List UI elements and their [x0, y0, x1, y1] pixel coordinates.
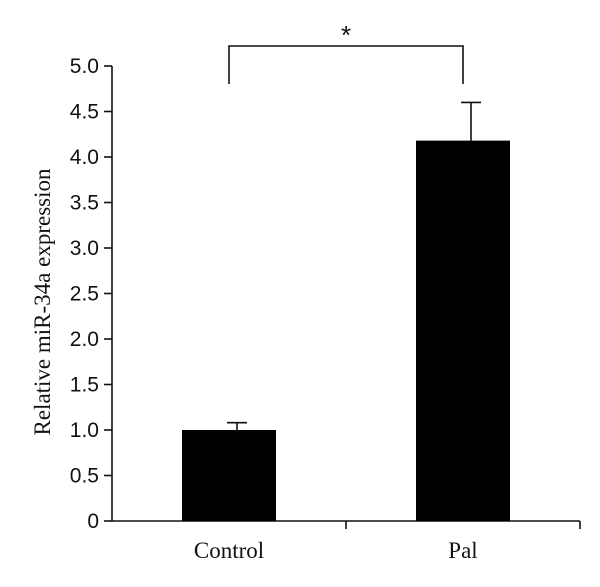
y-tick-label: 0	[87, 510, 99, 533]
y-tick-label: 4.0	[70, 146, 99, 169]
bracket-line	[228, 45, 464, 84]
x-tick-label: Control	[194, 538, 264, 563]
x-tick-labels: Control Pal	[194, 538, 478, 563]
y-tick-label: 2.0	[70, 328, 99, 351]
y-tick-label: 1.5	[70, 374, 99, 397]
significance-asterisk: *	[341, 20, 351, 50]
y-tick-label: 2.5	[70, 283, 99, 306]
y-ticks: 0 0.5 1.0 1.5 2.0 2.5 3.0 3.5 4.0 4.5 5.0	[70, 55, 112, 533]
significance-bracket: *	[228, 20, 464, 84]
y-tick-label: 5.0	[70, 55, 99, 78]
y-tick-label: 3.5	[70, 192, 99, 215]
bars	[182, 101, 510, 521]
y-tick-label: 4.5	[70, 101, 99, 124]
bar	[416, 140, 510, 521]
y-tick-label: 3.0	[70, 237, 99, 260]
y-tick-label: 1.0	[70, 419, 99, 442]
bar	[182, 430, 276, 521]
y-tick-label: 0.5	[70, 465, 99, 488]
y-axis-title: Relative miR-34a expression	[30, 168, 55, 435]
x-tick-label: Pal	[448, 538, 477, 563]
